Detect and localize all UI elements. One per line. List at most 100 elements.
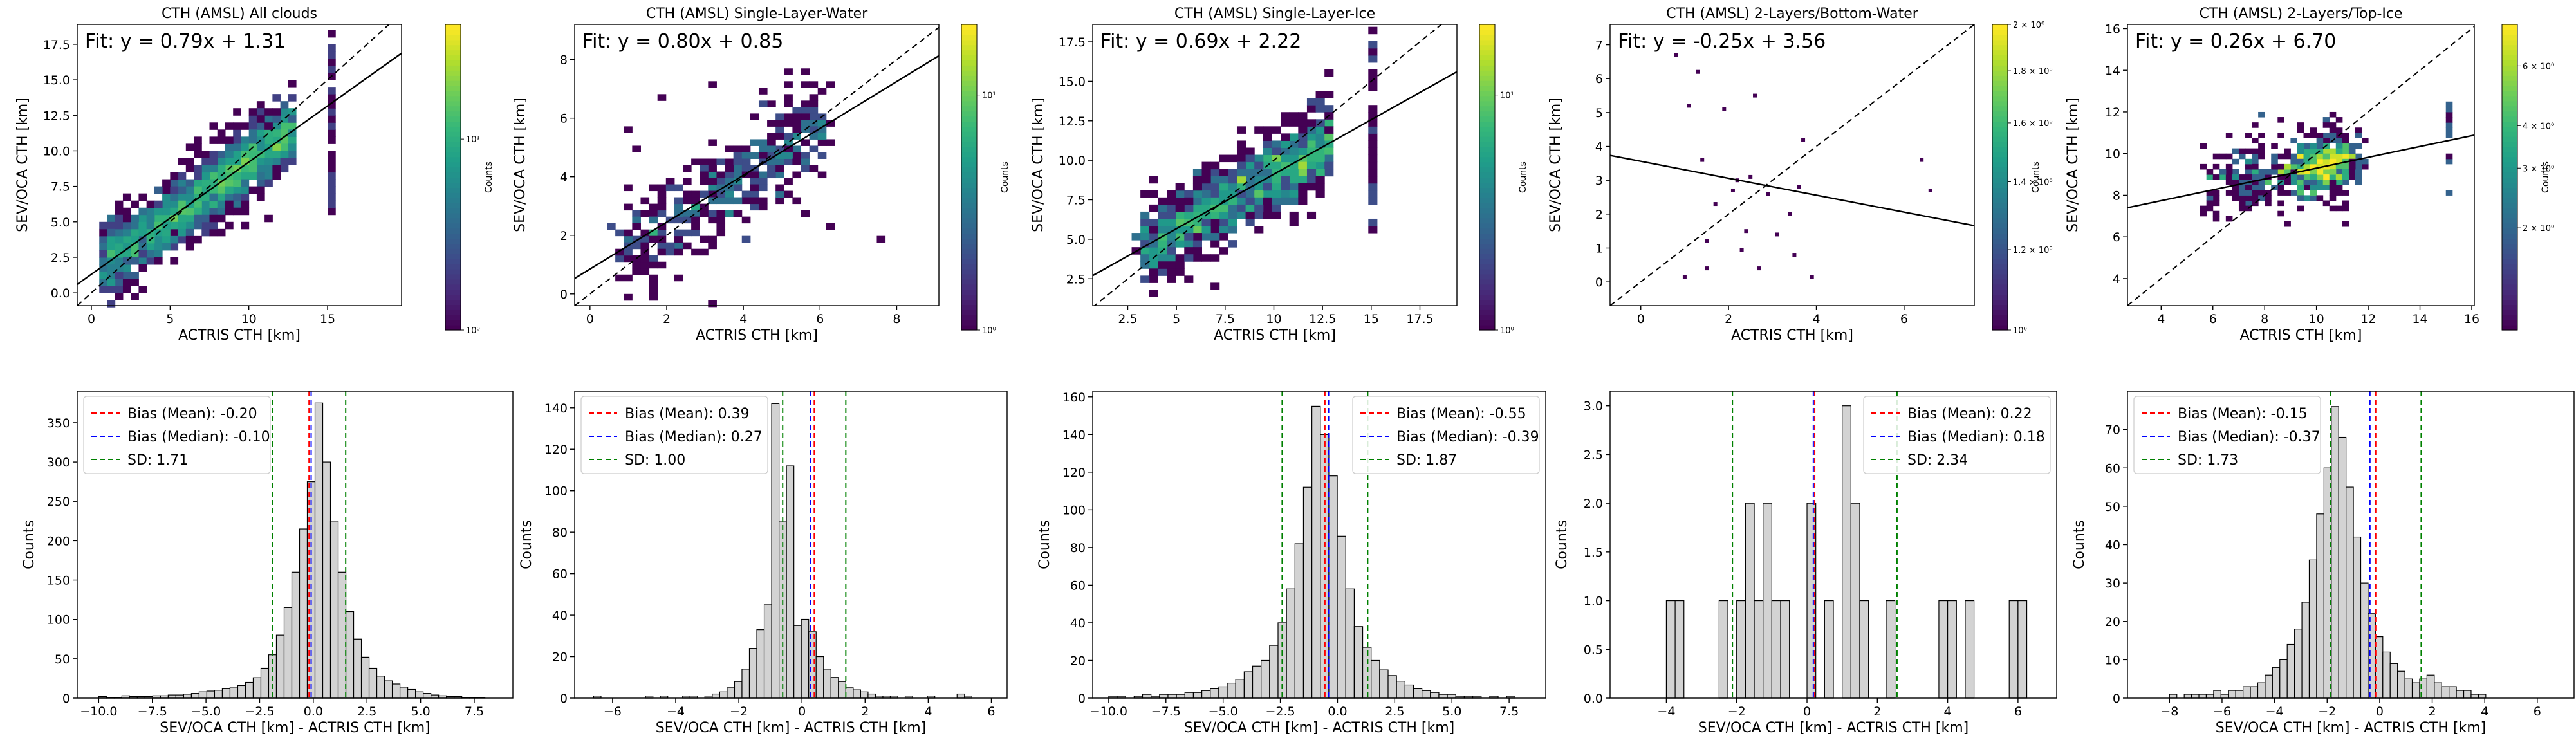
scatter-ti-cell [2277,169,2284,175]
hist-ice-bar [1235,679,1245,699]
scatter-water-cell [741,216,751,224]
scatter-ti-cell [2310,180,2317,185]
scatter-water-ytick-label: 6 [560,112,568,126]
scatter-water-cell [750,203,759,211]
scatter-water-cell [657,229,667,237]
scatter-ice-cell [1368,41,1378,49]
scatter-all-cell [264,151,273,158]
hist-all-bar [198,691,208,699]
scatter-ti-cell [2284,153,2291,160]
scatter-ti-cell [2348,143,2356,149]
scatter-water-colorbar-step [961,151,977,158]
scatter-ti-cell [2252,190,2259,196]
scatter-all-cell [256,186,265,194]
scatter-ti-cell [2238,195,2246,201]
scatter-water-cell [649,255,658,263]
scatter-ti-cell [2303,180,2311,185]
hist-ti-bar [2411,682,2420,699]
scatter-all-colorbar-step [445,80,461,86]
scatter-ti-colorbar-step [2502,34,2517,41]
scatter-all-colorbar-step [445,147,461,152]
scatter-ice-cell [1210,211,1220,219]
scatter-water-ytick-label: 0 [560,288,568,302]
scatter-ti-cell [2252,163,2259,170]
scatter-ti-cell [2316,138,2324,144]
scatter-ti-cell [2265,190,2272,196]
scatter-all-cell [201,193,210,201]
hist-all-bar [229,687,239,699]
scatter-ti-colorbar-step [2502,172,2517,178]
scatter-ice-cell [1184,204,1194,212]
scatter-ti-cell [2310,133,2317,138]
scatter-ti-cell [2362,163,2369,170]
scatter-all-cell [217,179,226,187]
scatter-water-colorbar-step [961,192,977,198]
scatter-all-colorbar-step [445,24,461,30]
hist-ti-bar [2257,682,2266,699]
scatter-all-cell [146,200,155,208]
scatter-all-cell [115,279,124,286]
scatter-ice-colorbar-step [1479,187,1495,193]
hist-water-bar [823,669,831,699]
scatter-ice-cell [1281,140,1290,148]
scatter-bw-point [1730,188,1735,192]
scatter-all-ytick-label: 12.5 [43,109,70,123]
scatter-ti-cell [2362,158,2369,165]
scatter-ti-colorbar-frame [2501,24,2518,331]
scatter-ice-cell [1254,211,1264,219]
scatter-ti-cell [2355,143,2362,149]
scatter-ti-cell [2355,158,2362,165]
scatter-ice-colorbar-step [1479,147,1495,152]
scatter-ice-cell [1140,211,1150,219]
scatter-all-colorbar-step [445,284,461,290]
scatter-all-cell [146,250,155,258]
scatter-all-colorbar-step [445,238,461,244]
scatter-ti-colorbar-step [2502,50,2517,56]
scatter-bw-point [1757,266,1761,271]
scatter-ice-cell [1236,183,1246,191]
scatter-ti-cell [2303,195,2311,201]
scatter-all-xlabel: ACTRIS CTH [km] [178,327,301,344]
scatter-ti-one-to-one-line [2127,26,2474,306]
scatter-ice-cell [1298,126,1308,134]
scatter-ti-ytick-label: 8 [2113,189,2120,203]
scatter-ice-cell [1184,275,1194,283]
hist-bw-bar [1965,600,1975,699]
scatter-water-xtick-label: 6 [816,312,824,326]
scatter-bw-colorbar-step [1992,156,2008,163]
scatter-ice-cell [1167,218,1176,226]
scatter-bw-ytick-label: 7 [1595,39,1603,53]
hist-all-xtick-label: −5.0 [191,705,221,719]
scatter-ti-colorbar-step [2502,279,2517,285]
scatter-ice-cell [1219,226,1228,234]
scatter-water-colorbar-step [961,70,977,76]
hist-bw-bar [1780,600,1790,699]
scatter-all-colorbar-step [445,294,461,300]
scatter-water-cell [750,190,759,198]
scatter-ice-colorbar-step [1479,264,1495,270]
scatter-water-cell [817,139,827,146]
scatter-ice-colorbar-step [1479,309,1495,315]
scatter-water-cell [691,248,700,256]
scatter-ti-cell [2212,216,2220,222]
scatter-ice-cell [1131,233,1141,241]
scatter-bw-colorbar-step [1992,86,2008,91]
scatter-ti-cell [2342,138,2349,144]
scatter-ti-cell [2206,169,2214,175]
scatter-ti-cell [2297,127,2304,133]
scatter-water-cell [775,152,784,159]
scatter-ti-colorbar-step [2502,147,2517,152]
scatter-all-cell [256,108,265,116]
scatter-ti-cell [2297,143,2304,149]
scatter-ice-fit-line [1093,71,1457,277]
scatter-ti-cell [2232,148,2239,154]
scatter-ice-cell [1149,226,1158,234]
scatter-bw-colorbar-step [1992,248,2008,254]
hist-ice-bar [1353,626,1364,699]
scatter-water-cell [801,107,810,114]
hist-ice-bar [1438,694,1448,699]
scatter-ice-ytick-label: 12.5 [1059,115,1086,129]
scatter-ti-cell [2284,221,2291,227]
scatter-bw-point [1705,266,1709,271]
hist-ti-bar [2338,436,2347,699]
